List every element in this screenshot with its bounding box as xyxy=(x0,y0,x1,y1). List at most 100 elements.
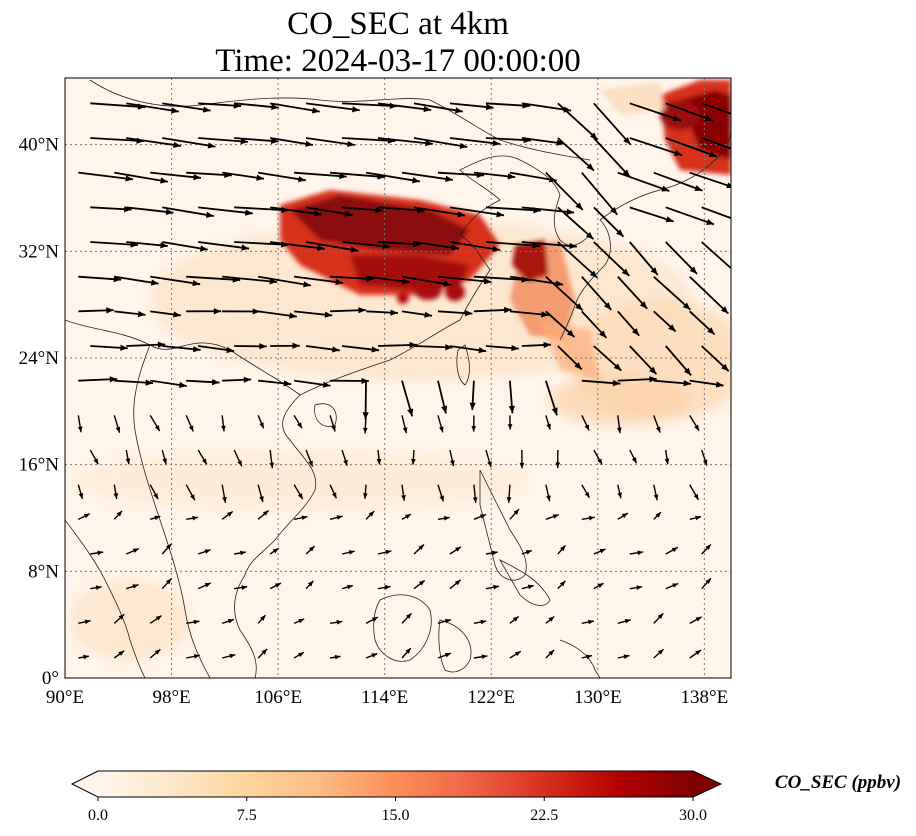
wind-arrow-head xyxy=(721,363,729,372)
wind-arrow-shaft xyxy=(545,172,584,211)
wind-arrow-head xyxy=(439,495,444,502)
wind-arrow-shaft xyxy=(377,102,432,111)
wind-arrow-head xyxy=(124,206,132,213)
wind-arrow-shaft xyxy=(198,137,249,143)
wind-arrow-head xyxy=(344,210,353,217)
wind-arrow-head xyxy=(384,585,391,590)
wind-arrow-head xyxy=(269,462,275,469)
wind-arrow-shaft xyxy=(365,275,411,284)
wind-arrow-head xyxy=(297,422,302,429)
wind-arrow-shaft xyxy=(270,206,322,216)
wind-arrow-shaft xyxy=(413,102,463,113)
wind-arrow-head xyxy=(202,106,211,113)
wind-arrow-head xyxy=(631,457,637,464)
wind-arrow-head xyxy=(192,515,199,521)
map-title-line-2: Time: 2024-03-17 00:00:00 xyxy=(215,43,581,79)
wind-arrow-shaft xyxy=(114,275,159,285)
wind-arrow-head xyxy=(229,653,236,659)
wind-arrow-shaft xyxy=(234,241,289,246)
wind-arrow-head xyxy=(683,367,692,376)
wind-arrow-head xyxy=(454,579,461,586)
wind-arrow-head xyxy=(226,346,235,354)
wind-arrow-head xyxy=(418,544,424,551)
wind-arrow-head xyxy=(240,550,246,556)
wind-arrow-shaft xyxy=(150,275,201,286)
wind-arrow-head xyxy=(694,424,699,431)
colorbar-tick-label: 22.5 xyxy=(530,807,558,824)
map-frame xyxy=(64,77,732,679)
wind-arrow-head xyxy=(455,107,463,114)
wind-arrow-head xyxy=(439,426,444,433)
wind-arrow-head xyxy=(546,423,551,430)
wind-arrow-head xyxy=(362,412,369,420)
wind-arrow-head xyxy=(585,231,594,240)
wind-arrow-shaft xyxy=(401,275,452,286)
wind-arrow-head xyxy=(623,654,630,659)
wind-arrow-head xyxy=(622,169,630,177)
wind-arrow-shaft xyxy=(234,206,289,212)
wind-arrow-head xyxy=(382,243,391,250)
wind-arrow-head xyxy=(153,493,159,500)
wind-arrow-shaft xyxy=(126,102,179,113)
wind-arrow-head xyxy=(512,616,519,622)
wind-arrow-head xyxy=(471,426,477,432)
wind-arrow-head xyxy=(347,140,355,148)
wind-arrow-head xyxy=(132,584,139,589)
colorbar: 0.0 7.5 15.0 22.5 30.0 CO_SEC (ppbv) xyxy=(70,770,901,824)
wind-arrow-head xyxy=(653,494,659,501)
wind-arrow-head xyxy=(604,302,612,310)
wind-arrow-head xyxy=(624,619,631,624)
wind-arrow-head xyxy=(683,380,692,387)
wind-arrow-head xyxy=(241,585,248,590)
wind-arrow-head xyxy=(165,208,174,215)
wind-arrow-head xyxy=(671,547,678,553)
wind-arrow-head xyxy=(511,344,519,352)
wind-arrow-head xyxy=(363,493,368,499)
wind-arrow-head xyxy=(106,307,114,314)
wind-arrow-shaft xyxy=(617,171,670,192)
wind-arrow-shaft xyxy=(593,102,632,146)
wind-arrow-head xyxy=(118,614,125,620)
wind-arrow-head xyxy=(617,492,622,499)
wind-arrow-shaft xyxy=(270,241,325,250)
wind-arrow-shaft xyxy=(665,206,715,226)
wind-arrow-shaft xyxy=(377,206,425,212)
wind-arrow-head xyxy=(240,138,249,145)
wind-arrow-head xyxy=(204,549,211,554)
lat-tick-label: 40°N xyxy=(19,135,60,156)
wind-arrow-head xyxy=(154,649,161,655)
wind-arrow-shaft xyxy=(665,137,718,158)
wind-arrow-head xyxy=(363,427,368,434)
wind-arrow-head xyxy=(336,515,343,520)
wind-arrow-shaft xyxy=(665,241,698,275)
wind-arrow-head xyxy=(292,342,300,349)
longitude-tick-labels: 90°E 98°E 106°E 114°E 122°E 130°E 138°E xyxy=(46,687,728,708)
wind-arrow-head xyxy=(204,582,211,588)
wind-arrow-head xyxy=(245,209,253,216)
wind-arrow-head xyxy=(157,341,166,348)
wind-arrow-head xyxy=(115,426,121,433)
wind-arrow-head xyxy=(256,174,264,181)
wind-arrow-head xyxy=(95,585,102,590)
wind-arrow-head xyxy=(205,211,214,218)
wind-arrow-head xyxy=(324,311,333,318)
wind-arrow-head xyxy=(211,379,220,386)
wind-arrow-head xyxy=(405,613,412,619)
wind-arrow-head xyxy=(262,510,269,516)
wind-arrow-head xyxy=(207,142,216,149)
wind-arrow-head xyxy=(695,650,701,656)
wind-arrow-shaft xyxy=(473,275,530,281)
wind-arrow-head xyxy=(376,458,382,465)
wind-arrow-head xyxy=(588,619,594,625)
wind-arrow-head xyxy=(322,381,331,388)
wind-arrow-shaft xyxy=(305,137,355,146)
wind-arrow-shaft xyxy=(342,137,396,142)
wind-arrow-head xyxy=(334,654,341,660)
wind-arrow-shaft xyxy=(257,171,306,182)
wind-arrow-head xyxy=(649,366,657,375)
wind-arrow-head xyxy=(672,583,679,588)
wind-arrow-head xyxy=(623,137,631,145)
wind-arrow-shaft xyxy=(629,102,682,122)
wind-arrow-head xyxy=(726,182,731,189)
wind-arrow-head xyxy=(259,496,264,503)
